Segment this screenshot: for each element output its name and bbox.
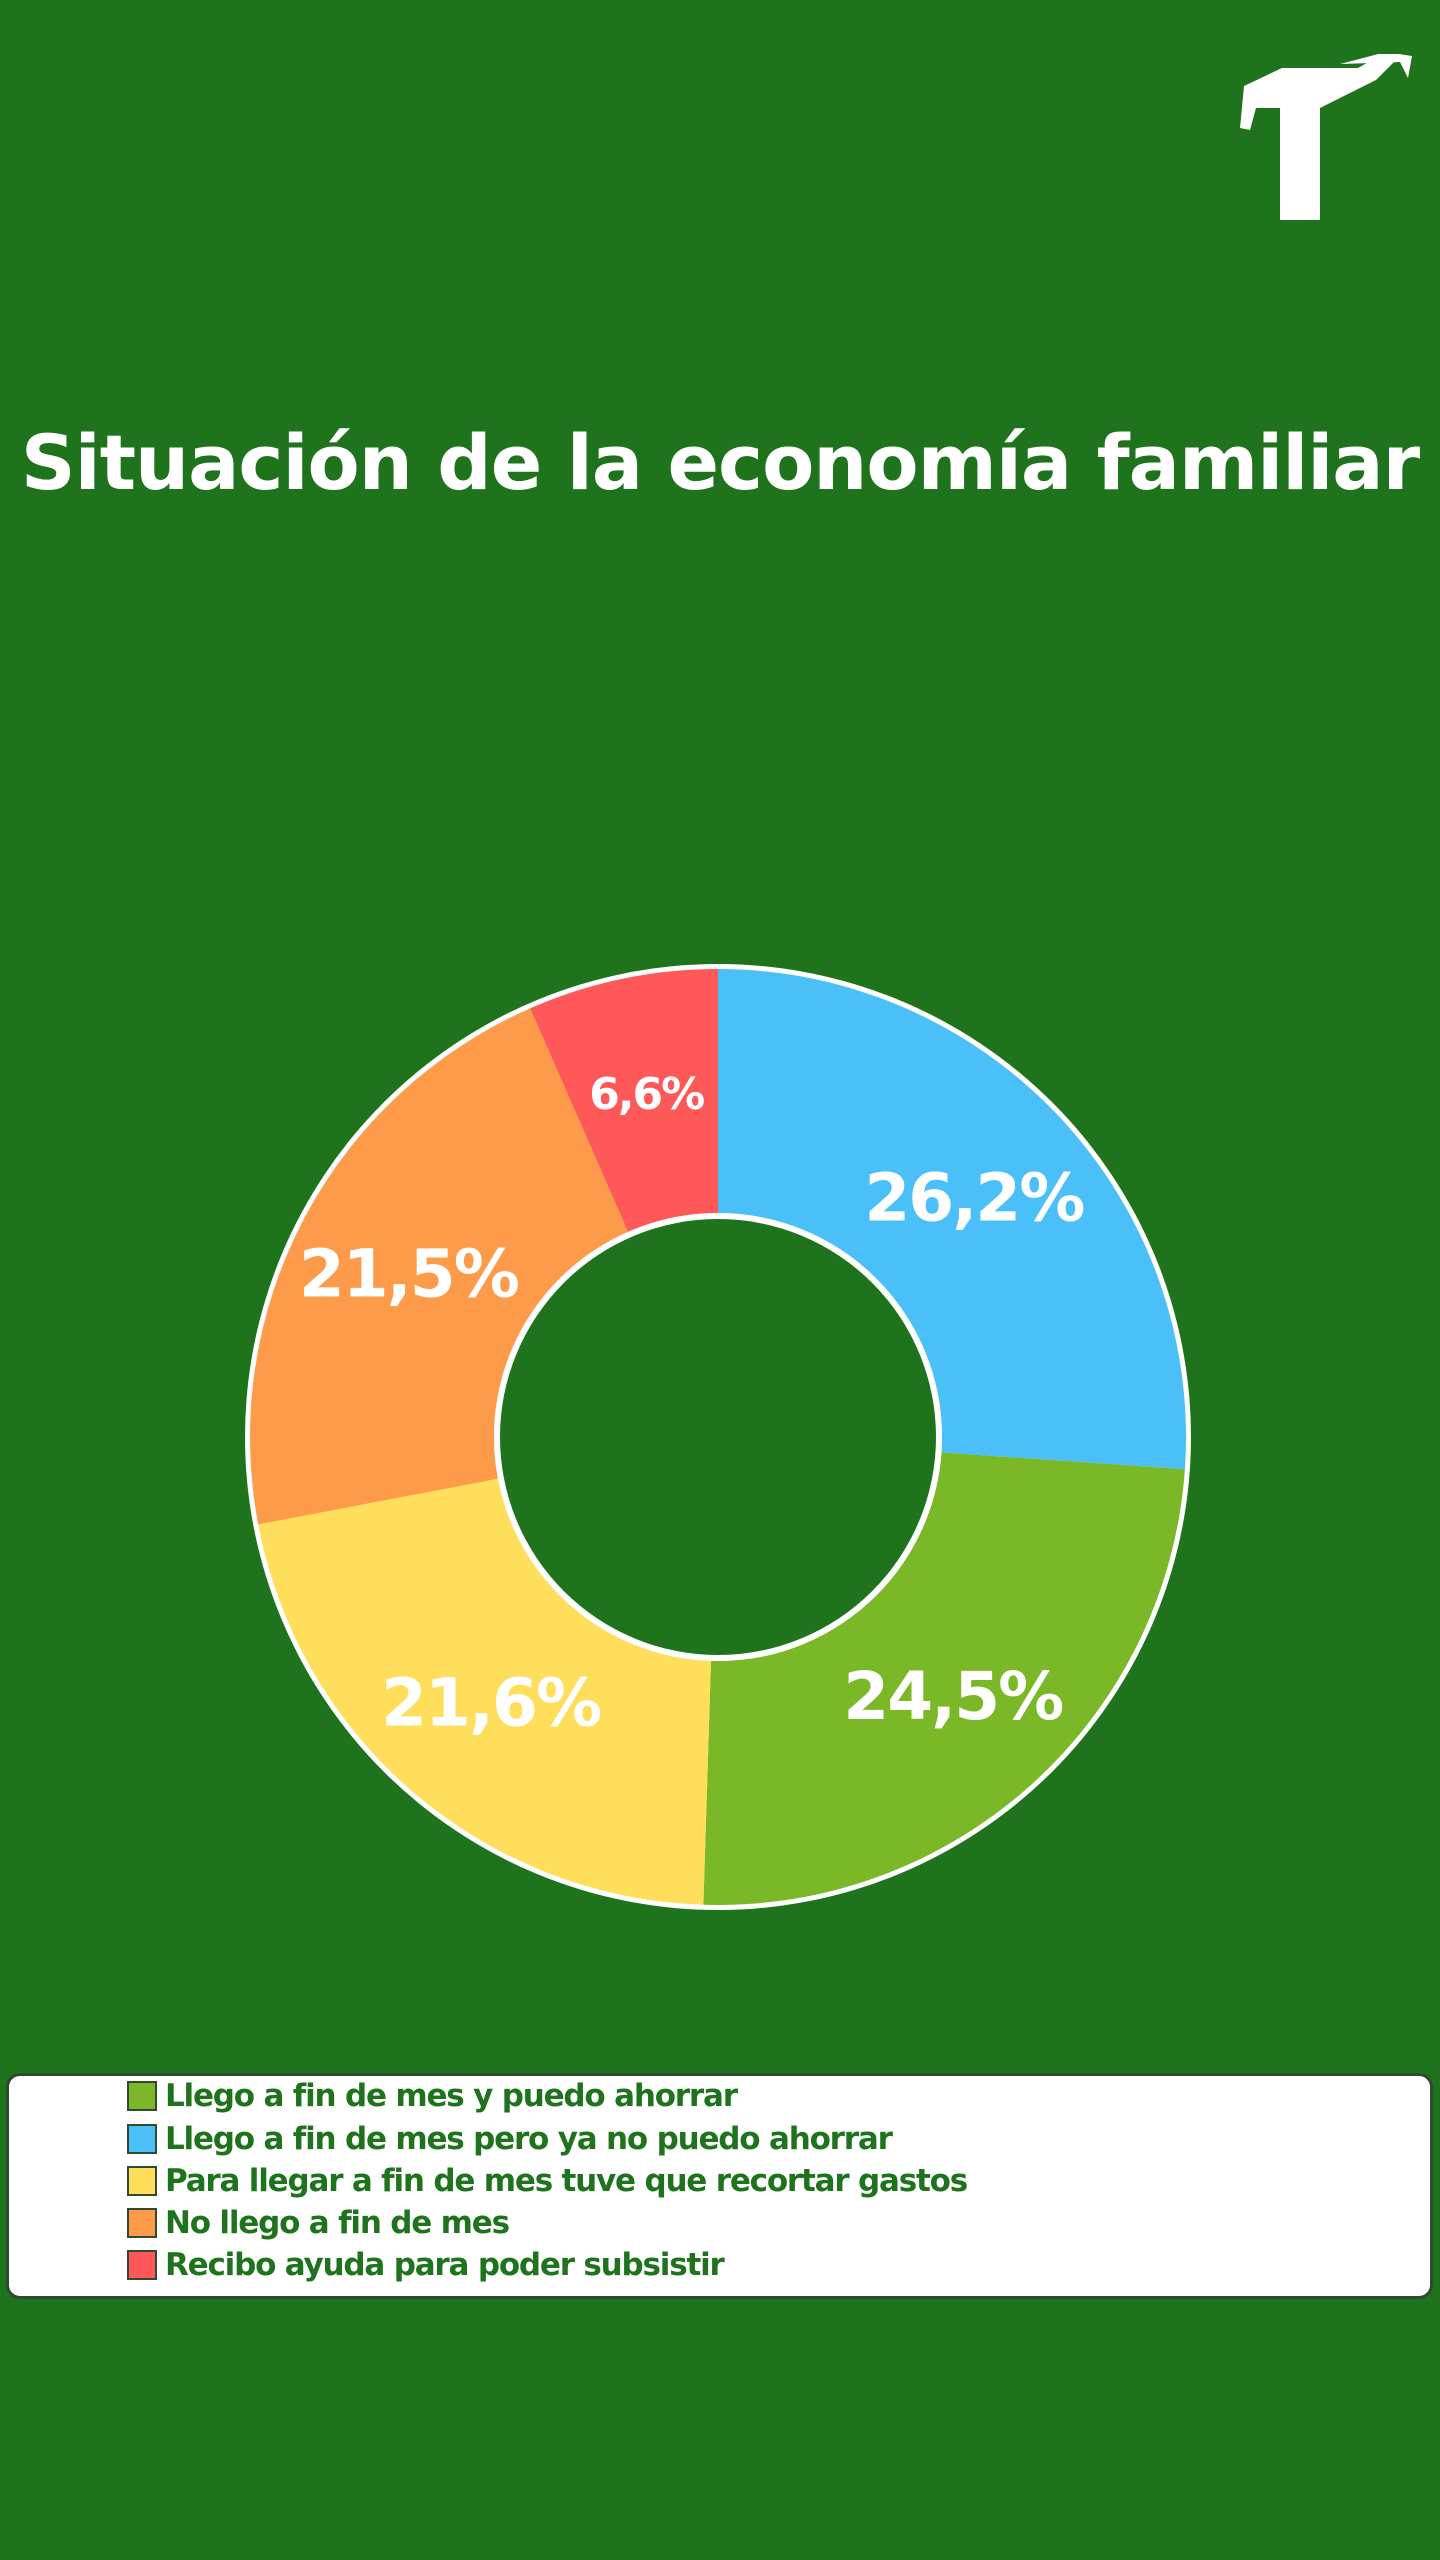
pie-slice bbox=[703, 1452, 1185, 1905]
slice-value-label: 26,2% bbox=[864, 1160, 1084, 1237]
pie-slice bbox=[258, 1478, 711, 1905]
pie-slice bbox=[250, 1008, 629, 1525]
donut-hole bbox=[500, 1219, 936, 1655]
chart-title: Situación de la economía familiar bbox=[20, 418, 1420, 507]
legend-item: No llego a fin de mes bbox=[127, 2205, 510, 2241]
legend-swatch bbox=[127, 2081, 157, 2111]
legend-item: Para llegar a fin de mes tuve que recort… bbox=[127, 2163, 968, 2199]
legend-label: Llego a fin de mes pero ya no puedo ahor… bbox=[165, 2121, 893, 2157]
legend-swatch bbox=[127, 2250, 157, 2280]
slice-value-label: 24,5% bbox=[843, 1658, 1063, 1735]
arrow-branch-logo-icon bbox=[1240, 54, 1412, 220]
slice-value-label: 21,6% bbox=[381, 1665, 601, 1742]
legend-swatch bbox=[127, 2208, 157, 2238]
pie-slice bbox=[530, 969, 718, 1232]
pie-slice bbox=[718, 969, 1186, 1470]
slice-value-label: 21,5% bbox=[299, 1235, 519, 1312]
legend-item: Llego a fin de mes pero ya no puedo ahor… bbox=[127, 2121, 893, 2157]
legend-label: Recibo ayuda para poder subsistir bbox=[165, 2247, 725, 2283]
chart-legend: Llego a fin de mes y puedo ahorrar Llego… bbox=[6, 2073, 1433, 2299]
legend-label: No llego a fin de mes bbox=[165, 2205, 510, 2241]
legend-swatch bbox=[127, 2166, 157, 2196]
legend-label: Llego a fin de mes y puedo ahorrar bbox=[165, 2078, 738, 2114]
slice-value-label: 6,6% bbox=[589, 1069, 704, 1120]
legend-item: Llego a fin de mes y puedo ahorrar bbox=[127, 2078, 738, 2114]
legend-item: Recibo ayuda para poder subsistir bbox=[127, 2247, 725, 2283]
legend-swatch bbox=[127, 2124, 157, 2154]
legend-label: Para llegar a fin de mes tuve que recort… bbox=[165, 2163, 968, 2199]
